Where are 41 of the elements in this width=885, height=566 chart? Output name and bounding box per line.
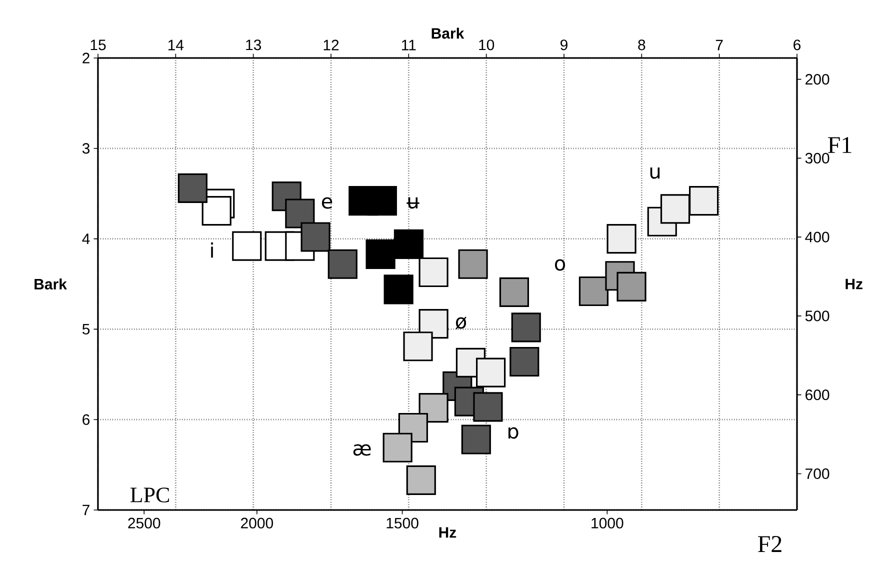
x-tick-label: 2000 [240, 518, 274, 528]
x2-tick-label: 7 [716, 40, 723, 50]
annotation: o [554, 259, 566, 271]
y2-tick-label: 600 [806, 390, 830, 400]
text: F1 [828, 137, 852, 153]
x-tick-label: 1000 [592, 518, 624, 528]
x-axis-title: Hz [439, 527, 456, 538]
y2-tick-label: 700 [806, 468, 830, 480]
annotation: ʉ [406, 197, 420, 209]
x2-axis-title: Bark [432, 28, 464, 39]
y2-axis-title: Hz [846, 278, 862, 290]
y-tick-label: 5 [82, 324, 90, 334]
x2-tick-label: 14 [168, 40, 184, 50]
annotation: e [322, 197, 332, 209]
y-tick-label: 3 [82, 143, 90, 154]
y2-tick-label: 200 [806, 74, 830, 85]
annotation: æ [353, 444, 371, 456]
y2-tick-label: 400 [805, 232, 830, 242]
annotation: ø [456, 316, 466, 330]
y-tick-label: 7 [82, 504, 90, 516]
x2-tick-label: 9 [560, 40, 568, 50]
y-axis-title: Bark [34, 278, 67, 290]
x-tick-label: 2500 [128, 518, 160, 528]
x2-tick-label: 8 [638, 40, 646, 50]
annotation: LPC [130, 488, 169, 502]
y-tick-label: 6 [82, 414, 90, 425]
annotation: ɒ [508, 427, 518, 439]
x2-tick-label: 6 [794, 40, 801, 50]
annotation: i [211, 242, 213, 258]
y2-tick-label: 300 [805, 152, 830, 164]
x2-tick-label: 15 [90, 40, 106, 50]
x2-tick-label: 12 [324, 40, 339, 50]
annotation: u [650, 167, 660, 179]
text: F2 [758, 536, 782, 552]
y-tick-label: 4 [82, 234, 90, 244]
y-tick-label: 2 [82, 52, 90, 64]
x2-tick-label: 10 [479, 40, 494, 50]
x2-tick-label: 11 [402, 40, 416, 50]
x2-tick-label: 13 [246, 40, 262, 50]
x-tick-label: 1500 [386, 518, 418, 528]
y2-tick-label: 500 [805, 310, 830, 322]
